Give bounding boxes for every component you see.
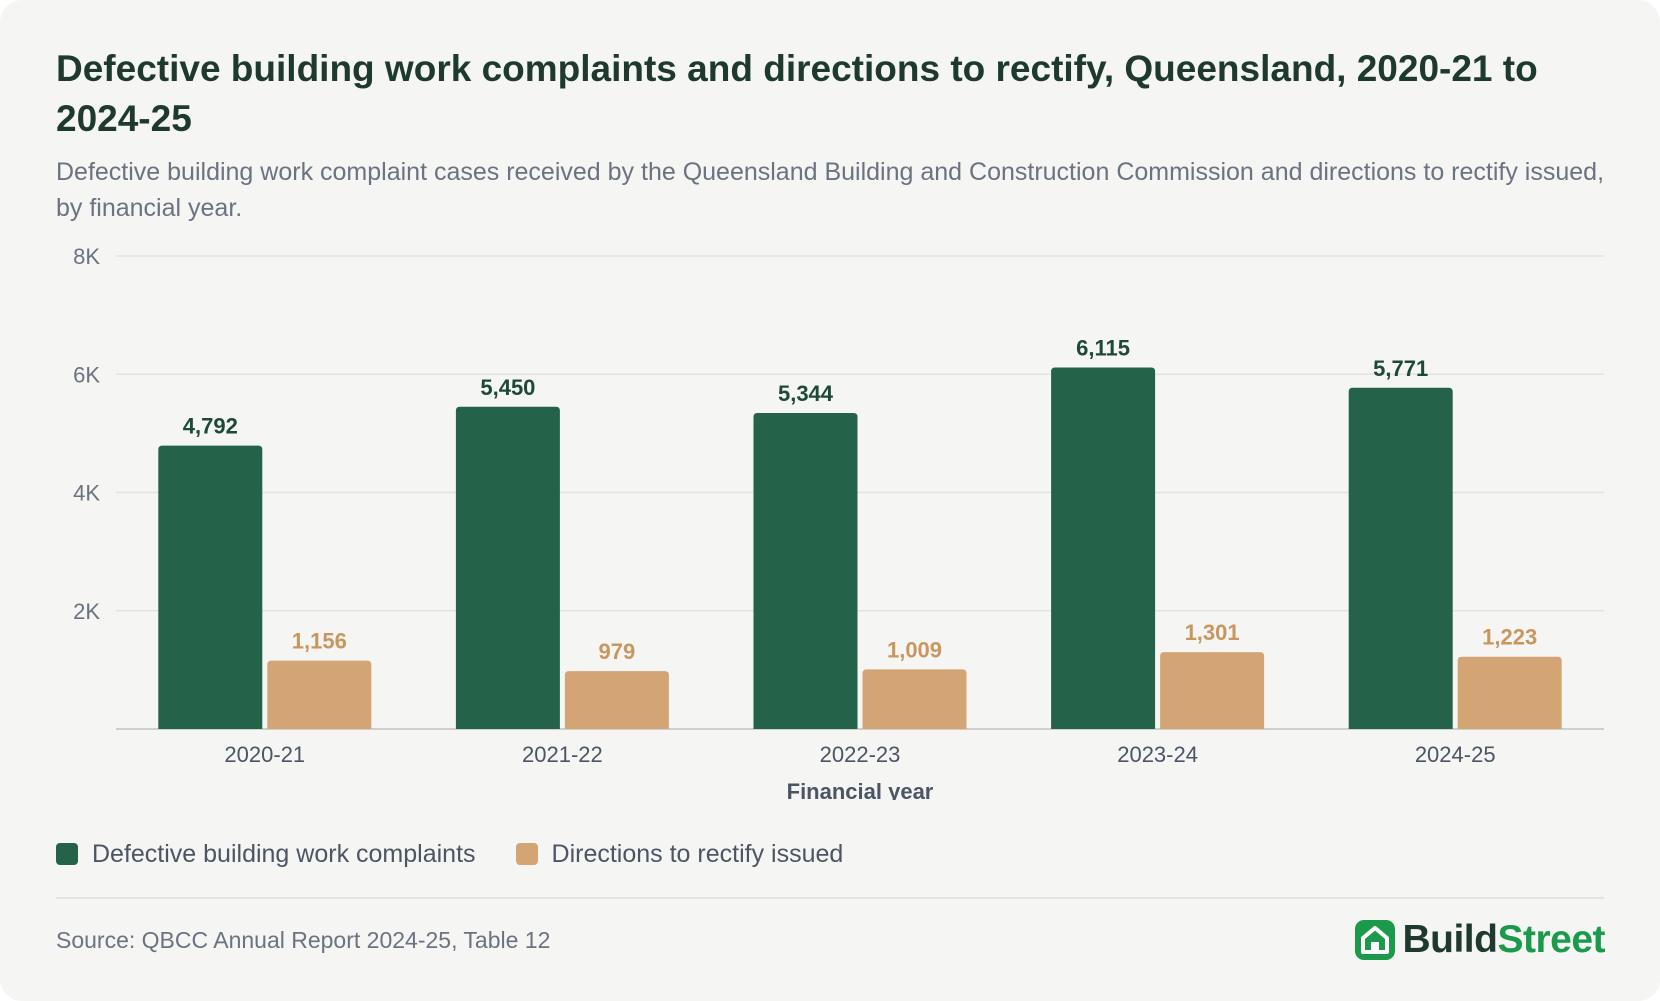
x-tick-label: 2023-24 xyxy=(1117,742,1198,767)
legend: Defective building work complaints Direc… xyxy=(56,836,883,872)
legend-swatch-complaints xyxy=(56,843,78,865)
y-tick-label: 2K xyxy=(73,599,100,624)
bar-complaints xyxy=(1348,387,1453,729)
chart-title: Defective building work complaints and d… xyxy=(56,48,1538,139)
source-note: Source: QBCC Annual Report 2024-25, Tabl… xyxy=(56,927,551,953)
x-tick-label: 2020-21 xyxy=(224,742,305,767)
x-tick-label: 2021-22 xyxy=(522,742,603,767)
bar-directions xyxy=(564,671,669,729)
brand-name: BuildStreet xyxy=(1402,918,1605,962)
x-tick-label: 2022-23 xyxy=(820,742,901,767)
legend-item-directions[interactable]: Directions to rectify issued xyxy=(515,839,844,869)
brand-name-street: Street xyxy=(1497,918,1605,961)
y-tick-label: 4K xyxy=(73,481,100,506)
bar-complaints xyxy=(753,413,858,729)
bar-directions xyxy=(267,660,372,729)
data-label: 1,156 xyxy=(292,629,347,654)
legend-label-directions: Directions to rectify issued xyxy=(551,839,844,868)
bar-complaints xyxy=(1051,367,1156,729)
data-label: 1,301 xyxy=(1185,620,1240,645)
bar-complaints xyxy=(158,445,263,729)
data-label: 4,792 xyxy=(183,414,238,439)
x-axis-title: Financial year xyxy=(787,779,934,800)
data-label: 1,009 xyxy=(887,637,942,662)
bar-directions xyxy=(1457,656,1562,729)
x-tick-label: 2024-25 xyxy=(1415,742,1496,767)
legend-item-complaints[interactable]: Defective building work complaints xyxy=(56,840,476,869)
bar-complaints xyxy=(455,406,560,729)
data-label: 5,344 xyxy=(778,381,834,406)
y-tick-label: 8K xyxy=(73,244,100,269)
data-label: 979 xyxy=(599,639,636,664)
bar-chart: 2K 4K 6K 8K 4,792 1,156 2020-21 5,450 979 2021-22… xyxy=(73,244,1604,800)
data-label: 1,223 xyxy=(1482,625,1537,650)
chart-subtitle: Defective building work complaint cases … xyxy=(56,158,1605,222)
brand-logo: BuildStreet xyxy=(1354,918,1605,962)
data-label: 5,450 xyxy=(480,375,535,400)
legend-label-complaints: Defective building work complaints xyxy=(92,839,476,868)
data-label: 6,115 xyxy=(1076,335,1130,360)
bar-directions xyxy=(862,669,967,729)
bar-directions xyxy=(1160,652,1265,729)
footer-divider xyxy=(56,897,1604,899)
data-label: 5,771 xyxy=(1373,356,1428,381)
house-icon xyxy=(1355,920,1396,960)
legend-swatch-directions xyxy=(515,843,538,865)
y-tick-label: 6K xyxy=(73,362,100,387)
brand-name-build: Build xyxy=(1402,918,1498,961)
